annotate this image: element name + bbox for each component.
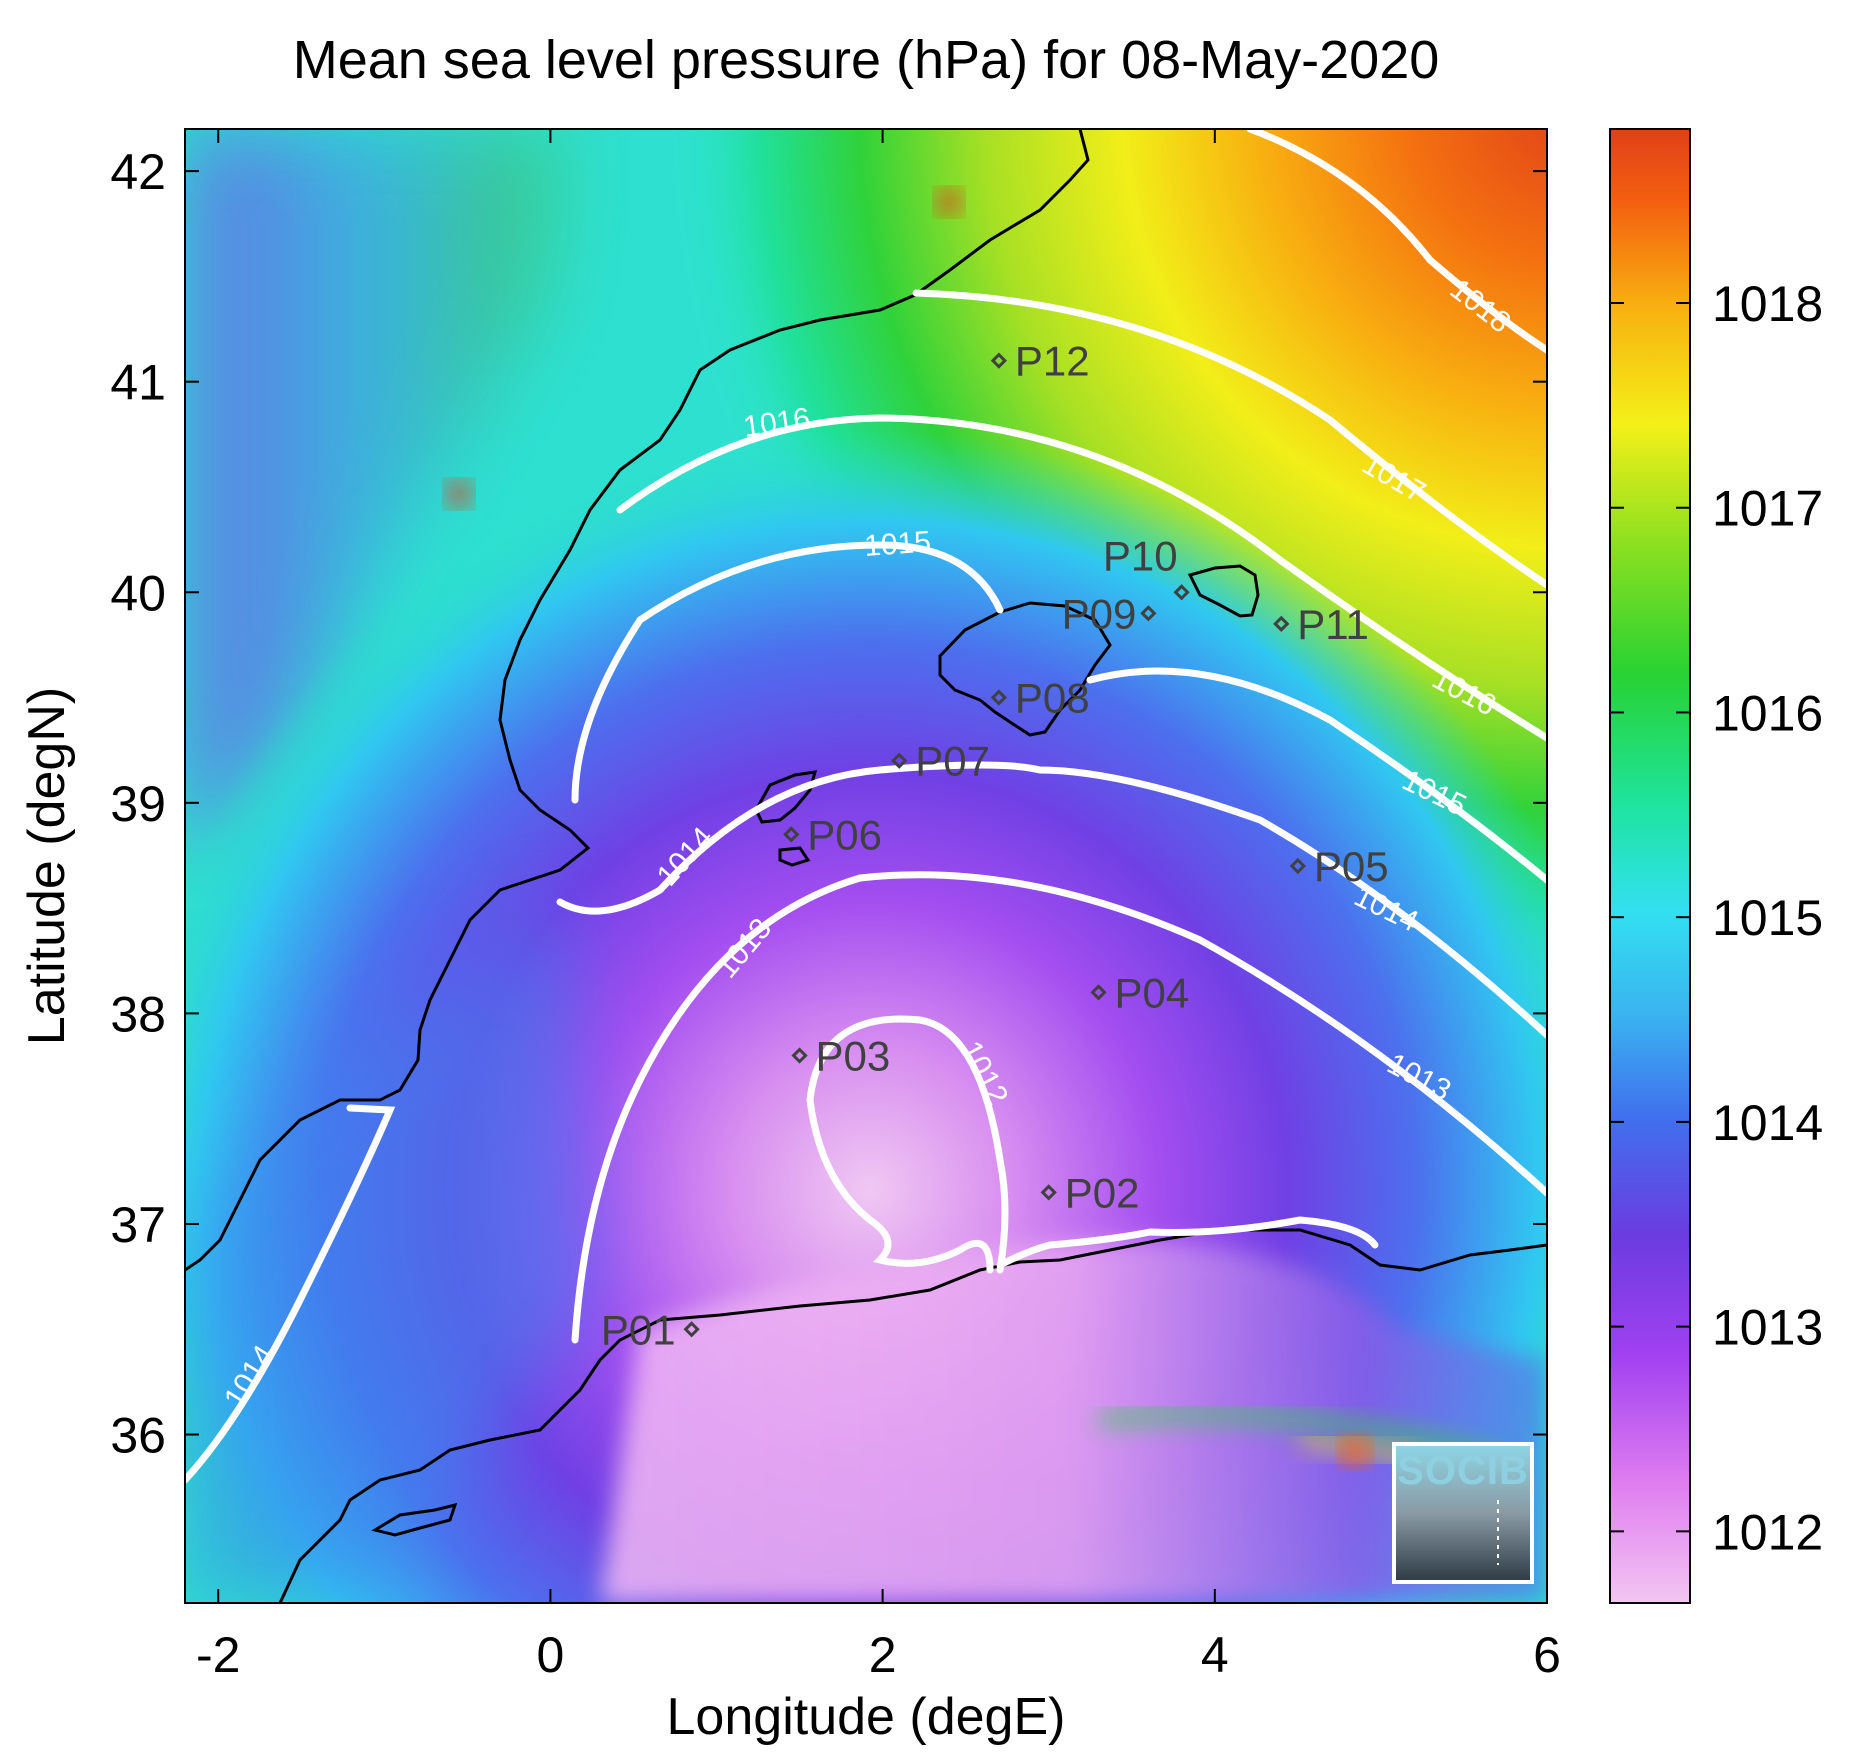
- island-menorca: [1187, 564, 1260, 618]
- colorbar-gradient: [1609, 128, 1691, 1604]
- y-tick-label: 38: [110, 986, 166, 1042]
- isobars: [185, 129, 1547, 1484]
- station-marker: [683, 1321, 700, 1338]
- colorbar-tick-label: 1012: [1712, 1504, 1823, 1560]
- socib-logo-text: SOCIB: [1397, 1449, 1529, 1493]
- station-label: P01: [601, 1306, 676, 1353]
- x-tick-label: 6: [1533, 1627, 1561, 1683]
- colorbar-tick-label: 1013: [1712, 1300, 1823, 1356]
- colorbar-tick-label: 1015: [1712, 890, 1823, 946]
- station-label: P02: [1065, 1169, 1140, 1216]
- coastline-iberia: [185, 129, 1090, 1272]
- station-label: P04: [1115, 969, 1190, 1016]
- station-marker: [990, 689, 1008, 706]
- station-label: P05: [1314, 843, 1389, 890]
- socib-logo: SOCIB: [1392, 1442, 1534, 1584]
- station-label: P12: [1015, 338, 1090, 385]
- x-tick-label: 2: [869, 1627, 897, 1683]
- pressure-field: 1018 1017 1016 1016 1015 1015 1014 1014 …: [185, 129, 1547, 1603]
- colorbar-ticks: 1018 1017 1016 1015 1014 1013 1012: [1610, 276, 1823, 1560]
- y-axis: 42 41 40 39 38 37 36: [110, 144, 1547, 1464]
- x-tick-label: -2: [196, 1627, 240, 1683]
- y-tick-label: 41: [110, 355, 166, 411]
- contour-label: 1015: [863, 525, 932, 563]
- coastline-africa: [278, 1228, 1547, 1603]
- x-tick-label: 0: [537, 1627, 565, 1683]
- x-axis-label: Longitude (degE): [667, 1688, 1066, 1746]
- station-marker: [1289, 857, 1306, 875]
- station-marker: [1040, 1184, 1057, 1201]
- colorbar-tick-label: 1014: [1712, 1095, 1823, 1151]
- station-marker: [891, 752, 908, 769]
- station-marker: [1090, 984, 1107, 1001]
- station-label: P10: [1103, 532, 1178, 579]
- y-tick-label: 36: [110, 1408, 166, 1464]
- x-tick-label: 4: [1201, 1627, 1229, 1683]
- station-marker: [1173, 584, 1190, 601]
- station-marker: [990, 352, 1008, 369]
- station-label: P08: [1015, 675, 1090, 722]
- colorbar-tick-label: 1018: [1712, 276, 1823, 332]
- stations: P01 P02 P03 P04 P05 P06 P07 P08 P09 P10 P11 P12: [601, 338, 1389, 1354]
- station-label: P09: [1062, 590, 1137, 637]
- colorbar: 1018 1017 1016 1015 1014 1013 1012: [1609, 128, 1823, 1604]
- y-tick-label: 40: [110, 565, 166, 621]
- station-marker: [791, 1047, 808, 1064]
- station-marker: [783, 826, 800, 843]
- colorbar-tick-label: 1016: [1712, 685, 1823, 741]
- station-label: P07: [915, 738, 990, 785]
- figure-title: Mean sea level pressure (hPa) for 08-May…: [293, 30, 1440, 90]
- station-label: P06: [807, 811, 882, 858]
- station-marker: [1273, 615, 1290, 632]
- station-label: P11: [1297, 601, 1369, 648]
- y-tick-label: 39: [110, 776, 166, 832]
- colorbar-tick-label: 1017: [1712, 481, 1823, 537]
- station-marker: [1140, 605, 1157, 622]
- x-axis: -2 0 2 4 6: [196, 129, 1561, 1683]
- y-tick-label: 42: [110, 144, 166, 200]
- y-axis-label: Latitude (degN): [18, 687, 76, 1045]
- island-ibiza: [754, 770, 818, 824]
- y-tick-label: 37: [110, 1197, 166, 1253]
- map-frame: [184, 128, 1548, 1604]
- island-mallorca: [938, 601, 1112, 737]
- station-label: P03: [816, 1033, 891, 1080]
